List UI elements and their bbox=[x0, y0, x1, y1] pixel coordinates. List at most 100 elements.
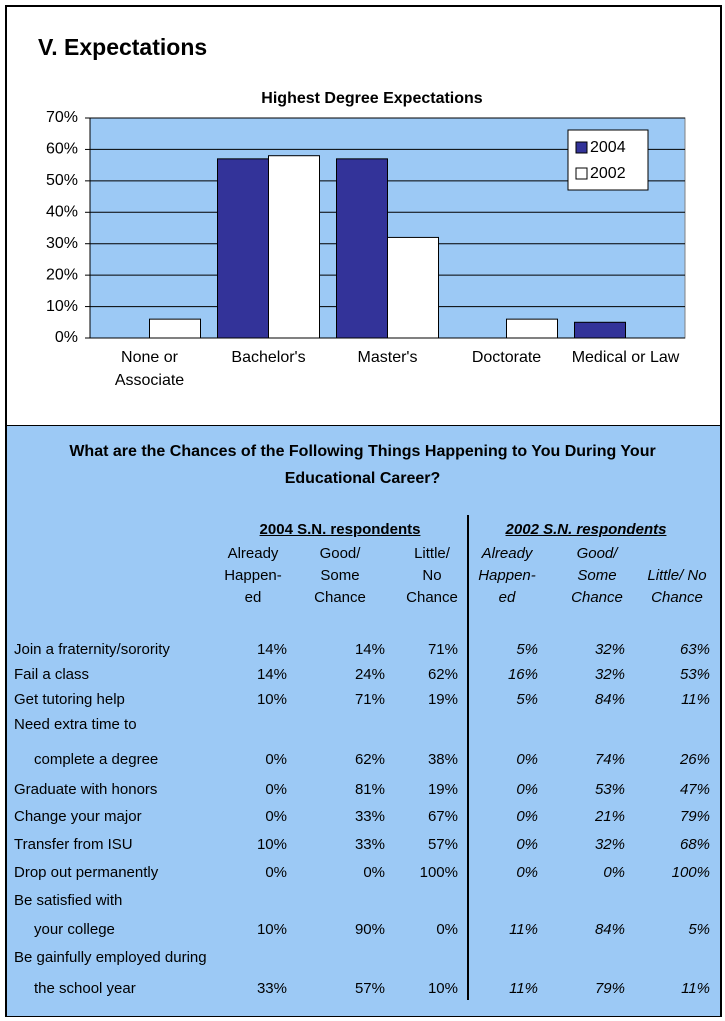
cell-value: 71% bbox=[354, 691, 385, 708]
row-label: Be satisfied with bbox=[14, 892, 123, 909]
y-tick-label: 60% bbox=[46, 141, 78, 158]
cell-value: 5% bbox=[688, 921, 710, 938]
cell-value: 32% bbox=[594, 836, 625, 853]
x-tick-label: Doctorate bbox=[471, 349, 542, 366]
x-tick-label: Medical or Law bbox=[571, 349, 680, 366]
cell-value: 5% bbox=[516, 641, 538, 658]
column-header: Little/ No bbox=[647, 567, 707, 584]
cell-value: 24% bbox=[354, 666, 385, 683]
cell-value: 11% bbox=[509, 921, 538, 938]
legend-label: 2004 bbox=[590, 139, 626, 156]
cell-value: 0% bbox=[265, 781, 287, 798]
column-header: Some bbox=[577, 567, 617, 584]
cell-value: 33% bbox=[354, 808, 385, 825]
y-tick-label: 10% bbox=[46, 298, 78, 315]
cell-value: 26% bbox=[679, 751, 710, 768]
cell-value: 0% bbox=[363, 864, 385, 881]
column-header: Chance bbox=[406, 589, 458, 606]
cell-value: 33% bbox=[354, 836, 385, 853]
table-title: What are the Chances of the Following Th… bbox=[69, 443, 656, 487]
column-header: Some bbox=[320, 567, 360, 584]
bar bbox=[149, 318, 201, 339]
cell-value: 16% bbox=[507, 666, 538, 683]
cell-value: 81% bbox=[354, 781, 385, 798]
cell-value: 0% bbox=[516, 808, 538, 825]
x-tick-label: None or Associate bbox=[114, 349, 185, 389]
chart-title: Highest Degree Expectations bbox=[261, 90, 483, 107]
legend-label: 2002 bbox=[590, 165, 626, 182]
cell-value: 21% bbox=[594, 808, 625, 825]
cell-value: 0% bbox=[516, 864, 538, 881]
bar bbox=[217, 158, 269, 339]
y-tick-label: 30% bbox=[46, 235, 78, 252]
cell-value: 90% bbox=[354, 921, 385, 938]
cell-value: 57% bbox=[427, 836, 458, 853]
row-label: Be gainfully employed during bbox=[14, 949, 207, 966]
cell-value: 100% bbox=[419, 864, 458, 881]
cell-value: 11% bbox=[681, 980, 710, 997]
page-border bbox=[5, 5, 722, 1017]
bar bbox=[268, 155, 320, 339]
cell-value: 14% bbox=[256, 641, 287, 658]
cell-value: 19% bbox=[427, 691, 458, 708]
cell-value: 38% bbox=[427, 751, 458, 768]
column-header: No bbox=[422, 567, 442, 584]
cell-value: 32% bbox=[594, 641, 625, 658]
legend-swatch bbox=[575, 167, 588, 180]
cell-value: 0% bbox=[265, 808, 287, 825]
cell-value: 14% bbox=[354, 641, 385, 658]
group-title: 2004 S.N. respondents bbox=[259, 521, 421, 538]
y-tick-label: 0% bbox=[55, 329, 78, 346]
cell-value: 84% bbox=[594, 691, 625, 708]
x-tick-label: Master's bbox=[357, 349, 418, 366]
cell-value: 67% bbox=[427, 808, 458, 825]
cell-value: 11% bbox=[681, 691, 710, 708]
page-title: V. Expectations bbox=[38, 34, 208, 60]
cell-value: 0% bbox=[603, 864, 625, 881]
cell-value: 5% bbox=[516, 691, 538, 708]
column-header: Little/ bbox=[414, 545, 450, 562]
bar bbox=[387, 236, 439, 339]
column-header: Already bbox=[481, 545, 533, 562]
column-header: Chance bbox=[314, 589, 366, 606]
bar bbox=[574, 321, 626, 339]
cell-value: 100% bbox=[671, 864, 710, 881]
cell-value: 10% bbox=[256, 836, 287, 853]
cell-value: 0% bbox=[265, 864, 287, 881]
cell-value: 63% bbox=[679, 641, 710, 658]
cell-value: 11% bbox=[509, 980, 538, 997]
row-label: Get tutoring help bbox=[14, 691, 125, 708]
x-tick-label: Bachelor's bbox=[231, 349, 306, 366]
y-tick-label: 50% bbox=[46, 172, 78, 189]
cell-value: 79% bbox=[679, 808, 710, 825]
cell-value: 62% bbox=[354, 751, 385, 768]
cell-value: 0% bbox=[436, 921, 458, 938]
cell-value: 84% bbox=[594, 921, 625, 938]
row-label: Need extra time to bbox=[14, 716, 137, 733]
cell-value: 0% bbox=[516, 781, 538, 798]
cell-value: 33% bbox=[256, 980, 287, 997]
cell-value: 0% bbox=[516, 751, 538, 768]
row-label: Graduate with honors bbox=[14, 781, 158, 798]
row-label: Change your major bbox=[14, 808, 142, 825]
cell-value: 68% bbox=[679, 836, 710, 853]
row-label: your college bbox=[34, 921, 115, 938]
cell-value: 57% bbox=[354, 980, 385, 997]
table-background bbox=[7, 425, 720, 1016]
column-header: Happen- bbox=[478, 567, 536, 584]
row-label: Transfer from ISU bbox=[14, 836, 133, 853]
bar bbox=[506, 318, 558, 339]
legend-swatch bbox=[575, 141, 588, 154]
column-header: Chance bbox=[571, 589, 623, 606]
y-tick-label: 40% bbox=[46, 204, 78, 221]
cell-value: 71% bbox=[427, 641, 458, 658]
cell-value: 14% bbox=[256, 666, 287, 683]
row-label: Fail a class bbox=[14, 666, 90, 683]
cell-value: 47% bbox=[679, 781, 710, 798]
row-label: Join a fraternity/sorority bbox=[14, 641, 170, 658]
column-header: Good/ bbox=[319, 545, 361, 562]
cell-value: 19% bbox=[427, 781, 458, 798]
column-header: Already bbox=[227, 545, 279, 562]
column-header: ed bbox=[498, 589, 516, 606]
